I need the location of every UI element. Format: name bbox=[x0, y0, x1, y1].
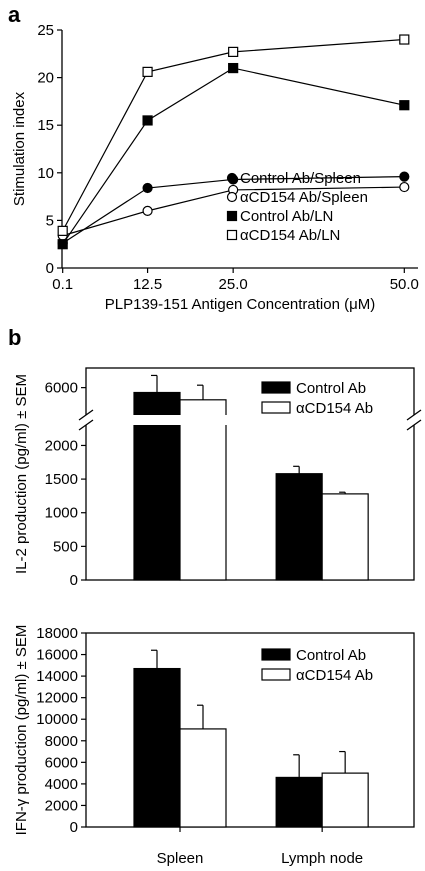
data-point bbox=[399, 181, 410, 193]
il2-bar-chart: 0 500 1000 1500 2000 6000 IL-2 production (pg/… bbox=[13, 367, 425, 589]
series-line bbox=[62, 186, 405, 237]
y-tick-label: 0 bbox=[70, 572, 78, 589]
legend-label: Control Ab bbox=[296, 380, 366, 397]
x-tick-label: 12.5 bbox=[133, 276, 162, 293]
legend-swatch bbox=[261, 668, 291, 681]
panel-label-a: a bbox=[8, 2, 21, 27]
y-tick-label: 10 bbox=[37, 165, 54, 182]
axis-break-slash bbox=[78, 409, 94, 421]
y-tick-label: 15 bbox=[37, 117, 54, 134]
legend-label: αCD154 Ab/Spleen bbox=[240, 189, 368, 206]
data-point bbox=[226, 229, 238, 241]
series-line bbox=[62, 176, 405, 244]
ifng-bar-chart: 0 2000 4000 6000 8000 10000 12000 14000 16000 180… bbox=[13, 625, 415, 867]
y-tick-label: 6000 bbox=[45, 380, 78, 397]
y-tick-label: 8000 bbox=[45, 733, 78, 750]
y-axis-title: IFN-γ production (pg/ml) ± SEM bbox=[13, 625, 30, 836]
bar bbox=[275, 776, 323, 828]
x-tick-label: Lymph node bbox=[281, 850, 363, 867]
plot-frame bbox=[85, 632, 415, 828]
legend-swatch bbox=[261, 401, 291, 414]
data-point bbox=[399, 100, 410, 111]
y-tick-label: 10000 bbox=[36, 711, 78, 728]
stimulation-line-chart: 0 5 10 15 20 25 0.1 12.5 25.0 50.0 PLP139-151 Anti… bbox=[11, 22, 419, 313]
y-tick-label: 0 bbox=[46, 260, 54, 277]
data-point bbox=[57, 225, 68, 236]
x-tick-label: 25.0 bbox=[219, 276, 248, 293]
axis-break-slash bbox=[406, 409, 422, 421]
bar bbox=[133, 667, 181, 828]
y-tick-label: 500 bbox=[53, 538, 78, 555]
y-tick-label: 2000 bbox=[45, 797, 78, 814]
y-axis-title: Stimulation index bbox=[11, 91, 28, 206]
y-tick-label: 20 bbox=[37, 70, 54, 87]
x-tick-label: 0.1 bbox=[52, 276, 73, 293]
y-tick-label: 12000 bbox=[36, 690, 78, 707]
y-tick-label: 5 bbox=[46, 212, 54, 229]
bar bbox=[275, 473, 323, 581]
series-line bbox=[62, 67, 405, 245]
bar bbox=[179, 728, 227, 828]
legend-label: αCD154 Ab/LN bbox=[240, 227, 340, 244]
plot-frame bbox=[85, 367, 415, 581]
data-point bbox=[226, 172, 238, 184]
data-point bbox=[142, 66, 153, 77]
axis-break-slash bbox=[406, 419, 422, 431]
x-axis-title: PLP139-151 Antigen Concentration (μM) bbox=[105, 296, 375, 313]
data-point bbox=[399, 171, 410, 182]
y-axis-title: IL-2 production (pg/ml) ± SEM bbox=[13, 374, 30, 574]
data-point bbox=[226, 191, 238, 203]
axis-break-slash bbox=[78, 419, 94, 431]
legend-label: αCD154 Ab bbox=[296, 667, 373, 684]
y-tick-label: 25 bbox=[37, 22, 54, 39]
data-point bbox=[228, 62, 239, 74]
series-line bbox=[62, 38, 405, 232]
data-point bbox=[226, 210, 238, 222]
legend-label: Control Ab bbox=[296, 647, 366, 664]
data-point bbox=[57, 239, 68, 250]
legend-label: Control Ab/Spleen bbox=[240, 170, 361, 187]
x-tick-label: Spleen bbox=[157, 850, 204, 867]
y-tick-label: 6000 bbox=[45, 754, 78, 771]
y-tick-label: 14000 bbox=[36, 668, 78, 685]
data-point bbox=[142, 115, 153, 126]
x-tick-label: 50.0 bbox=[390, 276, 419, 293]
y-tick-label: 1000 bbox=[45, 505, 78, 522]
legend-label: αCD154 Ab bbox=[296, 400, 373, 417]
y-tick-label: 2000 bbox=[45, 437, 78, 454]
bar bbox=[321, 772, 369, 828]
axis-break-gap bbox=[74, 415, 425, 425]
legend-swatch bbox=[261, 648, 291, 661]
data-point bbox=[142, 182, 153, 194]
bar bbox=[179, 399, 227, 581]
data-point bbox=[142, 205, 153, 216]
y-tick-label: 18000 bbox=[36, 625, 78, 642]
panel-label-b: b bbox=[8, 325, 21, 350]
data-point bbox=[228, 46, 239, 57]
legend-swatch bbox=[261, 381, 291, 394]
y-tick-label: 0 bbox=[70, 819, 78, 836]
y-tick-label: 4000 bbox=[45, 776, 78, 793]
bar bbox=[321, 493, 369, 581]
data-point bbox=[399, 34, 410, 45]
legend-label: Control Ab/LN bbox=[240, 208, 333, 225]
y-tick-label: 16000 bbox=[36, 647, 78, 664]
y-tick-label: 1500 bbox=[45, 471, 78, 488]
